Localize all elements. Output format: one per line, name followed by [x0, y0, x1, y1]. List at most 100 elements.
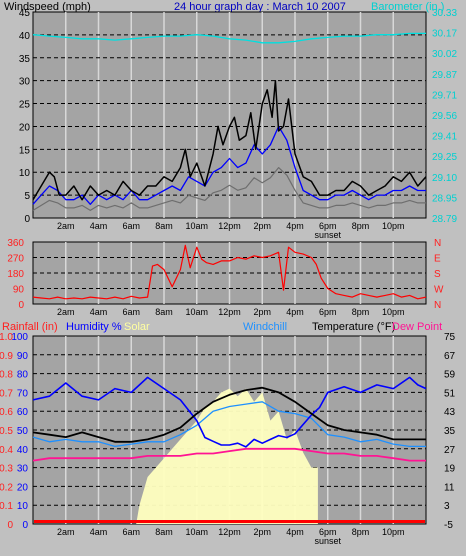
y-tick-right-3: 3 — [444, 501, 450, 512]
barometer-axis-title: Barometer (in.) — [371, 1, 444, 13]
y-tick-right-2: N — [434, 300, 441, 311]
x-tick-2: 2pm — [253, 307, 271, 317]
y-tick-right-3: 75 — [444, 332, 456, 343]
sunset-label-3: sunset — [314, 536, 341, 546]
y-tick-right-1: 29.10 — [432, 173, 457, 184]
y-tick-left-2: 180 — [7, 269, 24, 280]
x-tick-1: 2pm — [253, 221, 271, 231]
y-tick-left-2: 0 — [18, 300, 24, 311]
y-tick-left-1: 35 — [19, 54, 31, 65]
x-tick-2: 8am — [155, 307, 173, 317]
x-tick-3: 12pm — [218, 527, 241, 537]
legend-solar: Solar — [124, 321, 150, 333]
y-tick-right-3: -5 — [444, 520, 453, 531]
x-tick-3: 2pm — [253, 527, 271, 537]
x-tick-3: 2am — [57, 527, 75, 537]
x-tick-3: 6am — [122, 527, 140, 537]
x-tick-3: 4pm — [286, 527, 304, 537]
y-tick-left-1: 20 — [19, 122, 31, 133]
y-tick-left-3: 0.9 — [0, 351, 13, 362]
wind-direction-line — [32, 244, 427, 300]
y-tick-right-3: 67 — [444, 351, 456, 362]
y-tick-left-3: 0.8 — [0, 370, 13, 381]
y-tick-left-secondary-3: 70 — [17, 388, 29, 399]
rainfall-bar — [34, 520, 425, 523]
legend-temperature: Temperature (°F) — [312, 321, 395, 333]
y-tick-right-2: E — [434, 254, 441, 265]
y-tick-right-1: 29.56 — [432, 111, 457, 122]
solar-area — [136, 388, 318, 524]
legend-humidity: Humidity % — [66, 321, 122, 333]
windspeed-gust-line — [32, 79, 427, 201]
y-tick-left-3: 0.3 — [0, 464, 13, 475]
temperature-line — [32, 386, 426, 443]
y-tick-left-secondary-3: 50 — [17, 426, 29, 437]
x-tick-2: 6pm — [319, 307, 337, 317]
graph-title: 24 hour graph day : March 10 2007 — [174, 1, 346, 13]
y-tick-left-3: 0.6 — [0, 407, 13, 418]
y-tick-right-2: W — [434, 285, 444, 296]
y-tick-left-1: 30 — [19, 77, 31, 88]
y-tick-right-3: 59 — [444, 370, 456, 381]
windspeed-low-line — [32, 167, 426, 211]
humidity-line — [32, 376, 427, 448]
y-tick-left-1: 10 — [19, 168, 31, 179]
x-tick-3: 4am — [90, 527, 108, 537]
y-tick-left-secondary-3: 0 — [22, 520, 28, 531]
y-tick-right-1: 29.25 — [432, 152, 457, 163]
x-tick-1: 2am — [57, 221, 75, 231]
y-tick-left-1: 15 — [19, 145, 31, 156]
x-tick-1: 4am — [90, 221, 108, 231]
y-tick-left-3: 0.5 — [0, 426, 13, 437]
barometer-line — [32, 32, 426, 44]
y-tick-left-secondary-3: 10 — [17, 501, 29, 512]
x-tick-2: 6am — [122, 307, 140, 317]
y-tick-left-3: 0.4 — [0, 445, 13, 456]
y-tick-left-2: 90 — [13, 285, 25, 296]
x-tick-3: 8pm — [352, 527, 370, 537]
y-tick-right-1: 30.33 — [432, 8, 457, 19]
y-tick-left-secondary-3: 90 — [17, 351, 29, 362]
x-tick-1: 12pm — [218, 221, 241, 231]
x-tick-1: 10am — [185, 221, 208, 231]
x-tick-2: 4am — [90, 307, 108, 317]
legend-windchill: Windchill — [243, 321, 287, 333]
x-tick-3: 10pm — [382, 527, 405, 537]
y-tick-right-1: 29.71 — [432, 90, 457, 101]
y-tick-right-1: 30.17 — [432, 29, 457, 40]
sunset-label-1: sunset — [314, 230, 341, 240]
y-tick-left-1: 40 — [19, 31, 31, 42]
y-tick-left-secondary-3: 100 — [11, 332, 28, 343]
y-tick-right-1: 28.95 — [432, 193, 457, 204]
y-tick-left-secondary-3: 20 — [17, 482, 29, 493]
windspeed-axis-title: Windspeed (mph) — [4, 1, 91, 13]
x-tick-1: 6pm — [319, 221, 337, 231]
y-tick-right-2: S — [434, 269, 441, 280]
x-tick-1: 6am — [122, 221, 140, 231]
x-tick-1: 4pm — [286, 221, 304, 231]
y-tick-left-1: 5 — [24, 191, 30, 202]
y-tick-left-3: 0.7 — [0, 388, 13, 399]
y-tick-left-1: 45 — [19, 8, 31, 19]
y-tick-right-3: 27 — [444, 445, 456, 456]
x-tick-2: 12pm — [218, 307, 241, 317]
x-tick-2: 2am — [57, 307, 75, 317]
x-tick-1: 8am — [155, 221, 173, 231]
y-tick-left-secondary-3: 80 — [17, 370, 29, 381]
x-tick-2: 4pm — [286, 307, 304, 317]
x-tick-3: 8am — [155, 527, 173, 537]
legend-rainfall: Rainfall (in) — [2, 321, 58, 333]
y-tick-left-2: 270 — [7, 254, 24, 265]
y-tick-left-3: 0.1 — [0, 501, 13, 512]
legend-dewpoint: Dew Point — [392, 321, 442, 333]
y-tick-right-3: 51 — [444, 388, 456, 399]
y-tick-right-2: N — [434, 238, 441, 249]
x-tick-3: 6pm — [319, 527, 337, 537]
y-tick-right-1: 29.87 — [432, 70, 457, 81]
y-tick-left-1: 0 — [24, 214, 30, 225]
y-tick-right-3: 19 — [444, 464, 456, 475]
x-tick-2: 8pm — [352, 307, 370, 317]
y-tick-right-3: 11 — [444, 482, 455, 493]
